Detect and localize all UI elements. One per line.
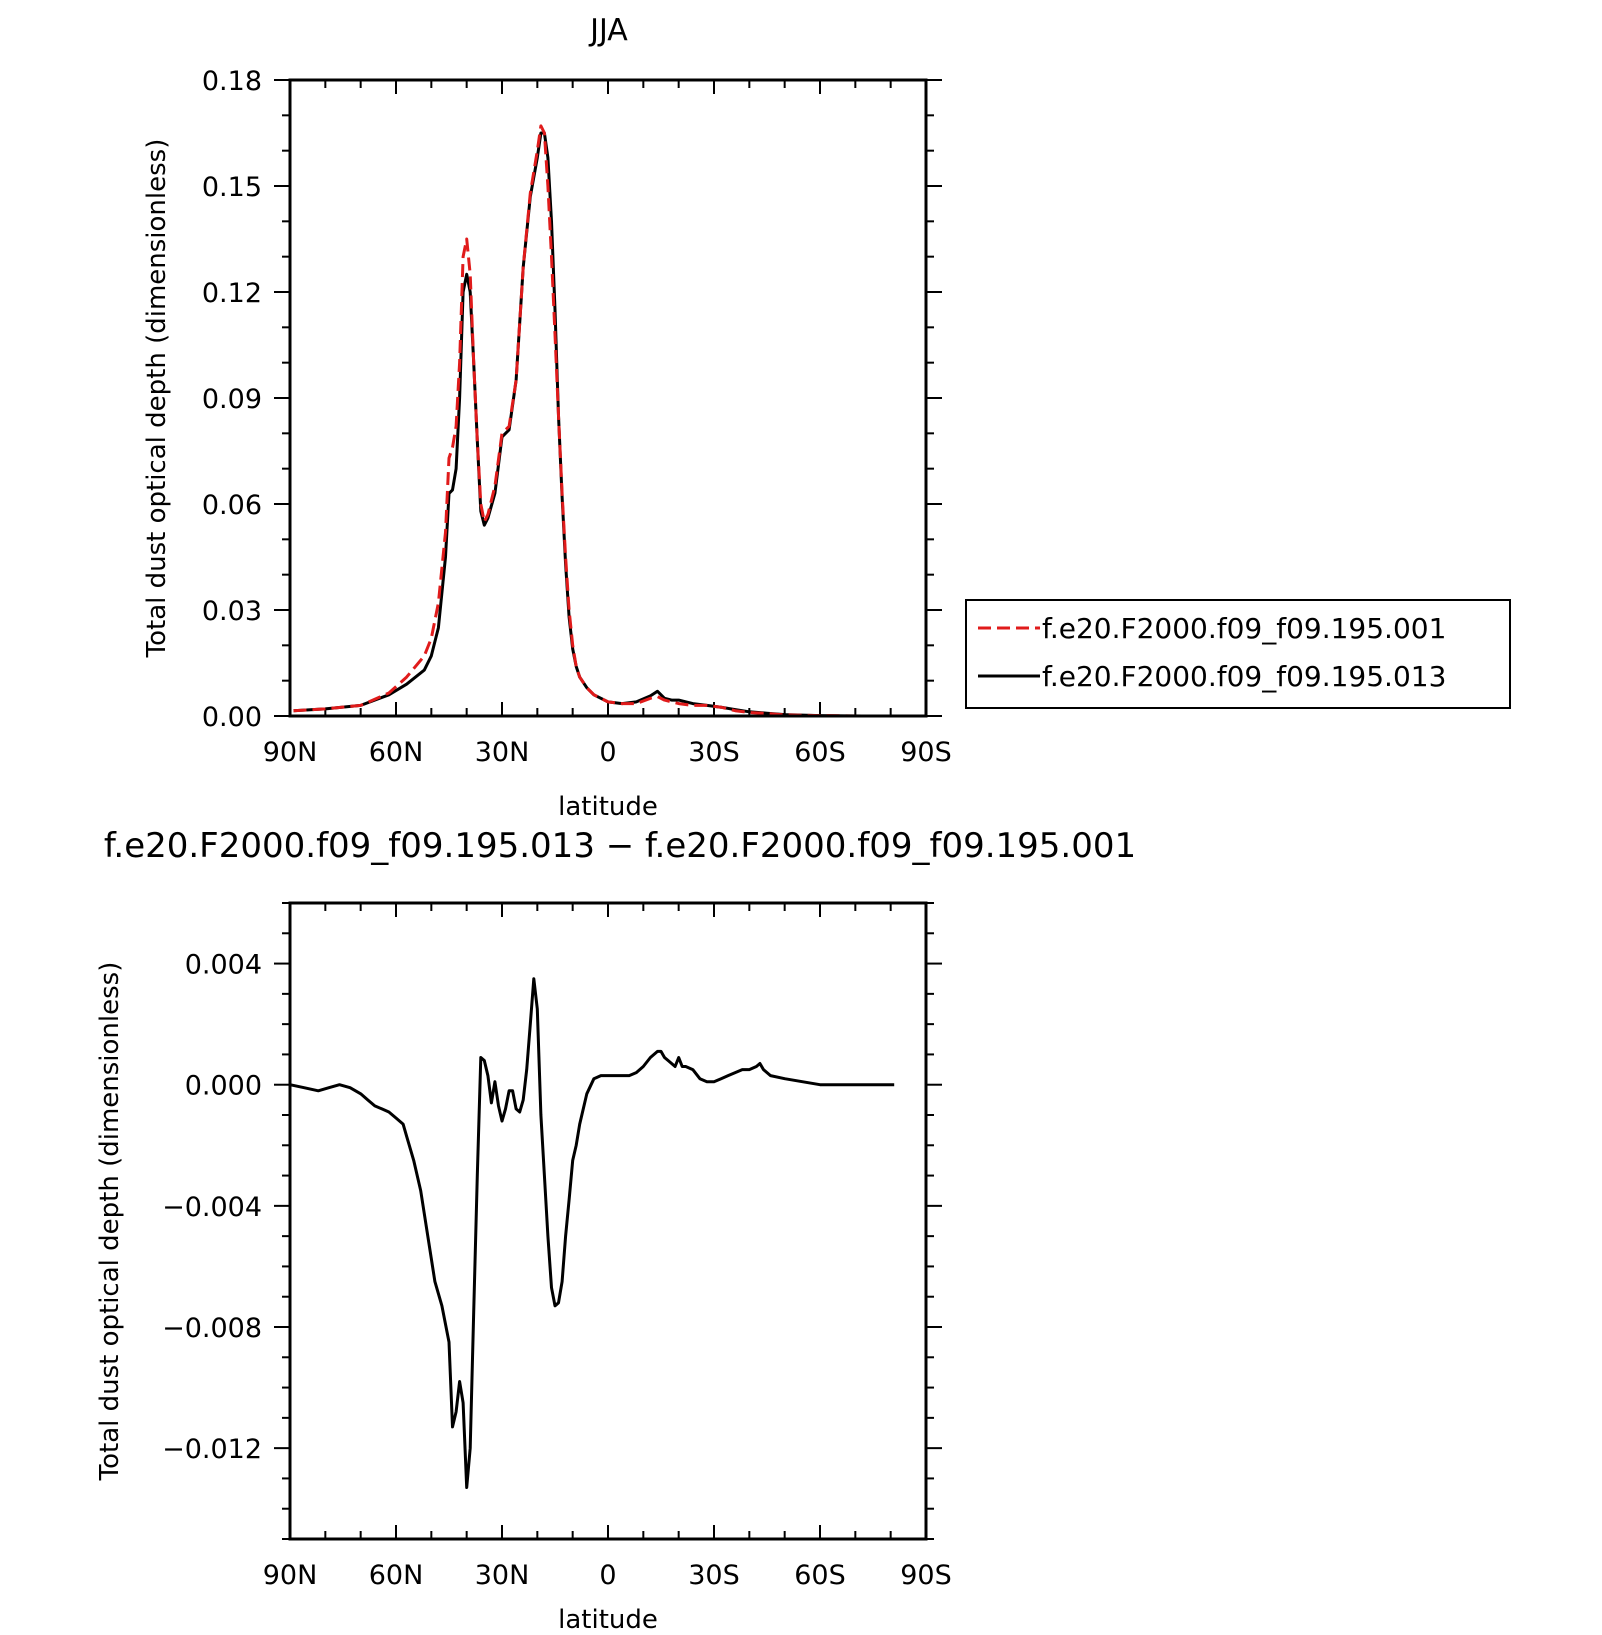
y-tick-label: −0.008 [162, 1313, 262, 1344]
x-tick-label: 30S [688, 1560, 740, 1591]
top-chart-ylabel: Total dust optical depth (dimensionless) [142, 139, 172, 659]
x-tick-label: 60S [794, 1560, 846, 1591]
y-tick-label: 0.03 [202, 596, 262, 627]
x-tick-label: 0 [599, 737, 616, 768]
top-plot-frame [288, 78, 928, 718]
y-tick-label: 0.15 [202, 172, 262, 203]
x-tick-label: 60N [369, 737, 424, 768]
series-line-dashed [293, 124, 863, 718]
legend-label-013: f.e20.F2000.f09_f09.195.013 [1042, 660, 1446, 693]
bottom-chart-xlabel: latitude [558, 1605, 658, 1635]
bottom-plot-frame [288, 901, 928, 1541]
x-tick-label: 60N [369, 1560, 424, 1591]
top-chart-xlabel: latitude [558, 792, 658, 822]
y-tick-label: 0.06 [202, 490, 262, 521]
top-chart-legend: f.e20.F2000.f09_f09.195.001 f.e20.F2000.… [965, 599, 1511, 709]
x-tick-label: 30N [475, 737, 530, 768]
bottom-chart-ylabel: Total dust optical depth (dimensionless) [95, 962, 125, 1482]
series-line-solid [293, 131, 863, 718]
bottom-chart-ticks: 90N 60N 30N 0 30S 60S 90S −0.012 −0.008 −0.004 0.0… [162, 902, 952, 1591]
bottom-chart-series [289, 977, 895, 1489]
y-tick-label: −0.004 [162, 1192, 262, 1223]
y-tick-label: 0.12 [202, 278, 262, 309]
top-chart-title: JJA [588, 13, 628, 48]
y-tick-label: 0.000 [185, 1071, 262, 1102]
x-tick-label: 90N [263, 1560, 318, 1591]
x-tick-label: 90S [900, 1560, 952, 1591]
y-tick-label: −0.012 [162, 1434, 262, 1465]
x-tick-label: 0 [599, 1560, 616, 1591]
y-tick-label: 0.00 [202, 702, 262, 733]
y-tick-label: 0.18 [202, 66, 262, 97]
x-tick-label: 90N [263, 737, 318, 768]
y-tick-label: 0.09 [202, 384, 262, 415]
legend-box [965, 599, 1511, 709]
x-tick-label: 30S [688, 737, 740, 768]
bottom-chart: f.e20.F2000.f09_f09.195.013 − f.e20.F200… [95, 826, 1136, 1635]
top-chart-series [293, 124, 863, 718]
top-chart: JJA 90N 60N 30N 0 30S 60S 90S 0.00 0.03 0.06 0.09 0… [142, 13, 1511, 822]
legend-label-001: f.e20.F2000.f09_f09.195.001 [1042, 612, 1446, 645]
series-line-solid [289, 977, 895, 1489]
x-tick-label: 90S [900, 737, 952, 768]
x-tick-label: 30N [475, 1560, 530, 1591]
bottom-chart-title: f.e20.F2000.f09_f09.195.013 − f.e20.F200… [104, 826, 1136, 866]
x-tick-label: 60S [794, 737, 846, 768]
y-tick-label: 0.004 [185, 950, 262, 981]
